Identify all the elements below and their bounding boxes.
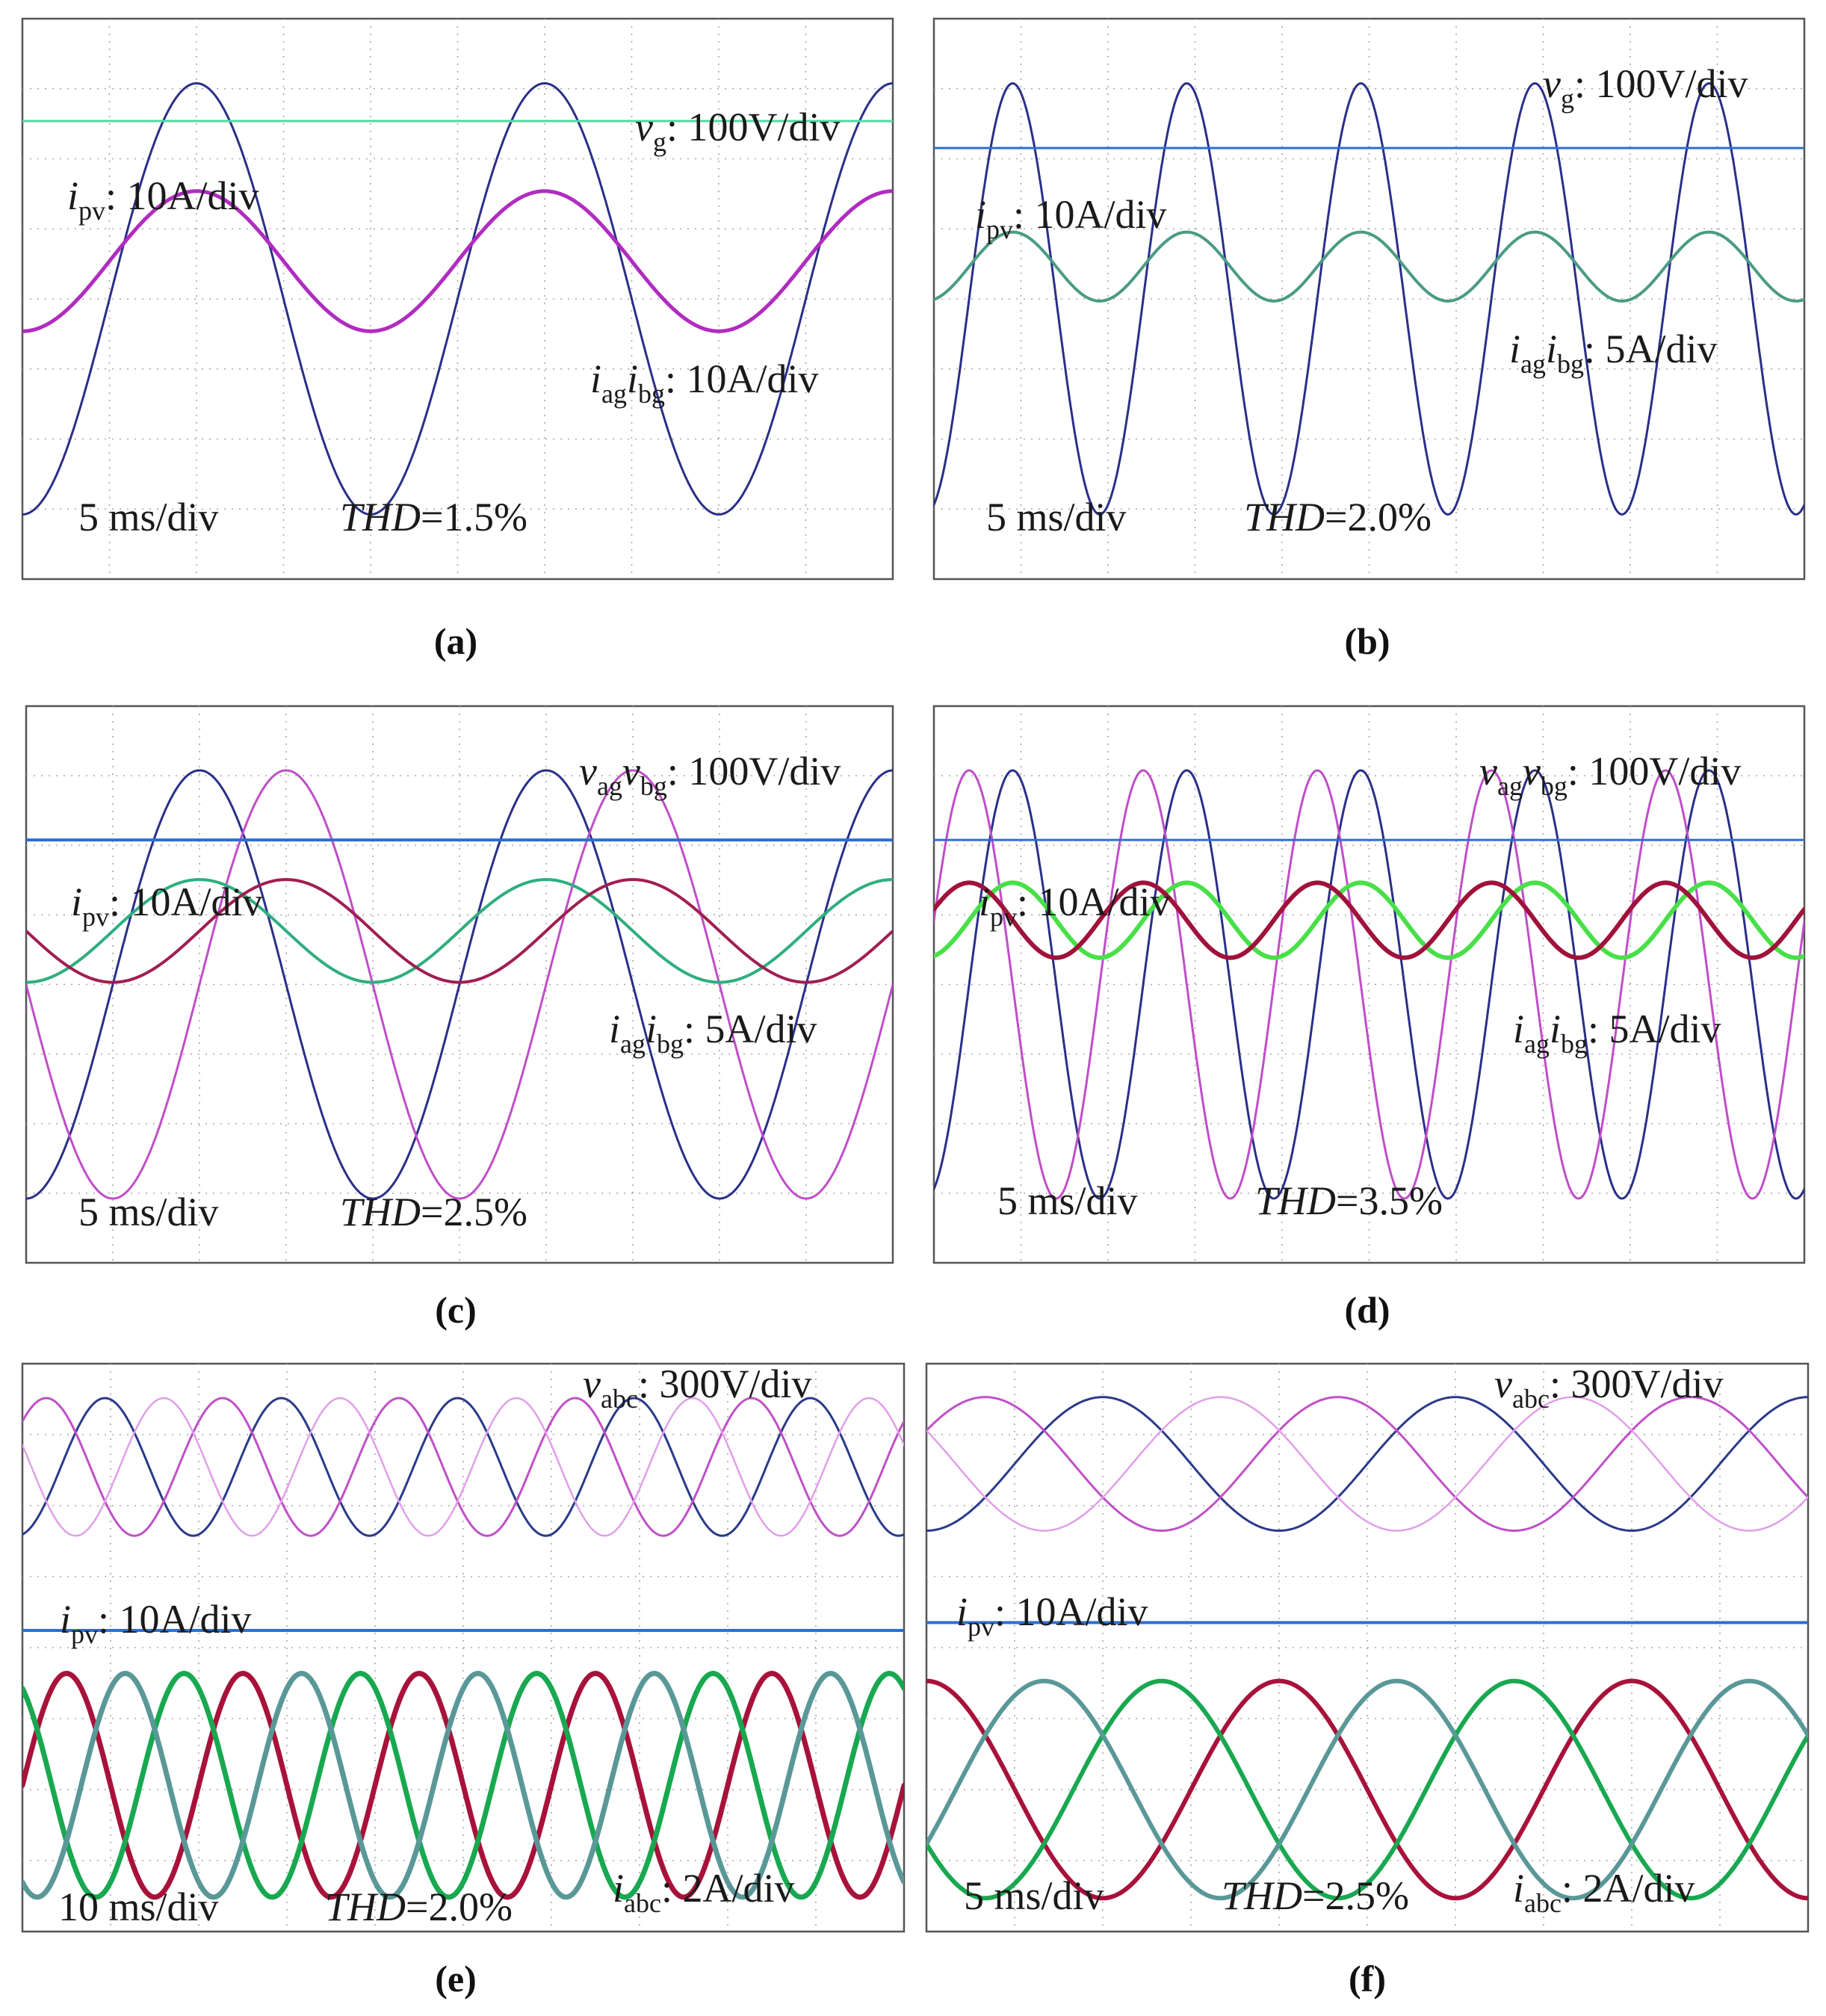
panel-b: vg: 100V/div ipv: 10A/div iagibg: 5A/div 5 … [932, 17, 1806, 662]
waveform-series-4 [26, 878, 893, 984]
thd-label: THD=2.0% [325, 1884, 513, 1929]
channel-scale-label: iagibg: 10A/div [590, 356, 819, 409]
waveform-series-3 [934, 230, 1804, 303]
thd-label: THD=2.5% [340, 1190, 527, 1234]
panel-caption: (e) [435, 1958, 477, 2000]
channel-scale-label: iagibg: 5A/div [1509, 327, 1718, 379]
waveform-series-6 [22, 1671, 904, 1900]
channel-scale-label: ipv: 10A/div [979, 879, 1171, 932]
channel-scale-label: ipv: 10A/div [67, 173, 259, 226]
waveform-group [22, 82, 893, 516]
waveform-series-5 [22, 1671, 904, 1900]
channel-scale-label: ipv: 10A/div [71, 879, 263, 932]
panel-c: vagvbg: 100V/div ipv: 10A/div iagibg: 5A/d… [25, 705, 894, 1331]
waveform-series-7 [22, 1671, 904, 1900]
channel-scale-label: ipv: 10A/div [60, 1597, 252, 1649]
time-scale-label: 5 ms/div [997, 1178, 1138, 1223]
time-scale-label: 5 ms/div [78, 1190, 219, 1234]
panel-caption: (f) [1349, 1958, 1386, 2000]
waveform-series-2 [26, 769, 893, 1200]
waveform-series-5 [934, 880, 1804, 960]
channel-scale-label: vagvbg: 100V/div [1479, 749, 1741, 801]
time-scale-label: 10 ms/div [58, 1884, 219, 1929]
thd-label: THD=1.5% [340, 495, 527, 539]
panel-caption: (c) [435, 1289, 477, 1331]
channel-scale-label: ipv: 10A/div [975, 192, 1167, 244]
channel-scale-label: iabc: 2A/div [1513, 1866, 1695, 1918]
time-scale-label: 5 ms/div [78, 495, 219, 539]
waveform-series-7 [926, 1678, 1808, 1901]
waveform-series-1 [926, 1396, 1808, 1532]
waveform-series-2 [22, 1397, 904, 1537]
channel-scale-label: iabc: 2A/div [613, 1866, 795, 1918]
waveform-series-1 [22, 82, 893, 516]
waveform-series-1 [934, 82, 1804, 516]
panel-caption: (d) [1344, 1289, 1390, 1331]
waveform-series-6 [926, 1678, 1808, 1901]
panel-d: vagvbg: 100V/div ipv: 10A/div iagibg: 5A/d… [932, 705, 1806, 1331]
panel-caption: (a) [434, 620, 477, 662]
channel-scale-label: iagibg: 5A/div [609, 1007, 817, 1059]
thd-label: THD=2.0% [1244, 495, 1432, 539]
panel-e: vabc: 300V/div ipv: 10A/div iabc: 2A/div 10… [21, 1361, 906, 2000]
panel-caption: (b) [1344, 620, 1390, 662]
channel-scale-label: vagvbg: 100V/div [579, 749, 841, 801]
waveform-series-1 [26, 769, 893, 1200]
thd-label: THD=2.5% [1222, 1873, 1409, 1918]
waveform-series-1 [22, 1397, 904, 1537]
channel-scale-label: vabc: 300V/div [1494, 1361, 1723, 1414]
waveform-group [934, 769, 1804, 1200]
panel-f: vabc: 300V/div ipv: 10A/div iabc: 2A/div 5 … [925, 1361, 1810, 2000]
waveform-series-5 [926, 1678, 1808, 1901]
time-scale-label: 5 ms/div [964, 1873, 1104, 1918]
channel-scale-label: ipv: 10A/div [956, 1589, 1148, 1642]
waveform-group [26, 769, 893, 1200]
channel-scale-label: vg: 100V/div [1543, 61, 1748, 114]
time-scale-label: 5 ms/div [986, 495, 1127, 539]
thd-label: THD=3.5% [1255, 1178, 1443, 1223]
channel-scale-label: vg: 100V/div [635, 105, 840, 157]
waveform-series-5 [26, 878, 893, 984]
waveform-series-3 [926, 1396, 1808, 1532]
waveform-series-2 [926, 1396, 1808, 1532]
channel-scale-label: iagibg: 5A/div [1513, 1007, 1721, 1059]
waveform-group [934, 82, 1804, 516]
waveform-group [926, 1396, 1808, 1901]
channel-scale-label: vabc: 300V/div [583, 1361, 811, 1414]
panel-a: vg: 100V/div ipv: 10A/div iagibg: 10A/div 5… [21, 17, 894, 662]
waveform-group [22, 1397, 904, 1900]
waveform-series-2 [934, 769, 1804, 1200]
waveform-series-3 [22, 189, 893, 333]
waveform-series-1 [934, 769, 1804, 1200]
waveform-series-3 [22, 1397, 904, 1537]
